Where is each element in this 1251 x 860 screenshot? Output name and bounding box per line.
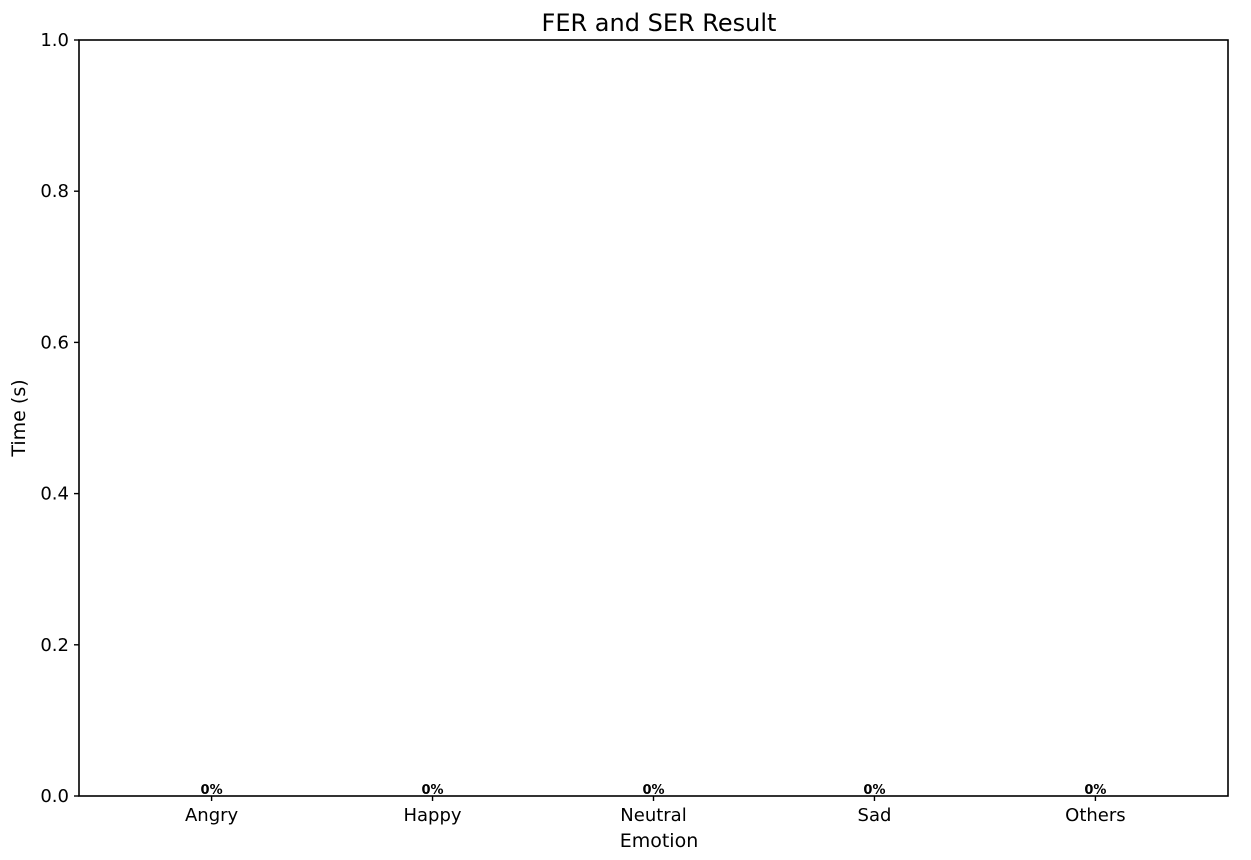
y-axis-label: Time (s) [8,379,30,457]
y-axis: 0.0 0.2 0.4 0.6 0.8 1.0 [40,30,79,807]
y-tick-label-2: 0.4 [40,484,69,505]
x-axis-label: Emotion [620,830,699,852]
y-tick-label-1: 0.2 [40,635,69,656]
x-tick-label-sad: Sad [858,805,892,826]
data-label-angry: 0% [201,783,223,798]
plot-frame [78,39,1229,797]
y-tick-label-0: 0.0 [40,786,69,807]
x-tick-label-neutral: Neutral [620,805,686,826]
x-tick-label-angry: Angry [185,805,239,826]
x-tick-label-others: Others [1065,805,1126,826]
data-label-neutral: 0% [642,783,664,798]
chart-title: FER and SER Result [542,9,777,37]
data-label-sad: 0% [863,783,885,798]
x-tick-label-happy: Happy [403,805,461,826]
data-label-happy: 0% [421,783,443,798]
data-labels-group: 0% 0% 0% 0% 0% [201,783,1107,798]
x-axis: Angry Happy Neutral Sad Others [185,796,1126,826]
y-tick-label-5: 1.0 [40,30,69,51]
y-tick-label-3: 0.6 [40,332,69,353]
data-label-others: 0% [1084,783,1106,798]
y-tick-label-4: 0.8 [40,181,69,202]
